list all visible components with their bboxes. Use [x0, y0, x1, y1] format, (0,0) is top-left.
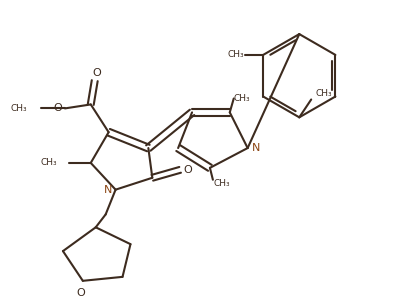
Text: CH₃: CH₃: [315, 89, 332, 98]
Text: CH₃: CH₃: [11, 104, 27, 113]
Text: CH₃: CH₃: [40, 158, 57, 167]
Text: O: O: [184, 165, 192, 175]
Text: O: O: [76, 288, 85, 298]
Text: CH₃: CH₃: [227, 50, 244, 59]
Text: CH₃: CH₃: [214, 179, 230, 188]
Text: N: N: [251, 143, 260, 153]
Text: O: O: [92, 68, 101, 78]
Text: CH₃: CH₃: [234, 94, 250, 103]
Text: N: N: [103, 185, 112, 195]
Text: O: O: [53, 103, 62, 113]
